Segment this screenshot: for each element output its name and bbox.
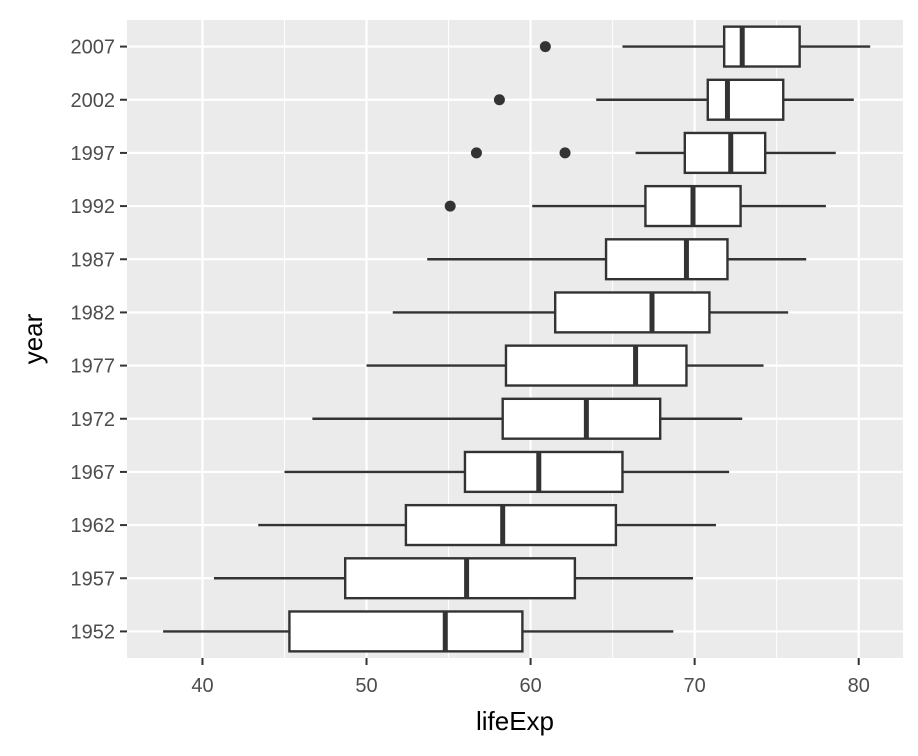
iqr-box: [463, 450, 624, 494]
y-tick-label: 1987: [71, 249, 116, 271]
y-tick-label: 1967: [71, 462, 116, 484]
x-axis-title: lifeExp: [476, 706, 554, 736]
iqr-box: [604, 238, 729, 281]
box-1997: [470, 131, 836, 175]
box-2002: [493, 78, 854, 121]
y-tick-label: 1957: [71, 568, 116, 590]
box-1982: [392, 291, 789, 334]
box-1962: [258, 503, 716, 547]
x-tick-label: 70: [684, 675, 706, 697]
iqr-box: [504, 344, 688, 387]
y-tick-label: 2007: [71, 37, 116, 59]
box-1987: [427, 238, 807, 281]
y-tick-label: 1997: [71, 143, 116, 165]
iqr-box: [288, 610, 524, 653]
iqr-box: [706, 78, 785, 121]
y-tick-label: 1952: [71, 621, 116, 643]
minor-gridlines: [283, 20, 778, 658]
iqr-box: [553, 291, 711, 334]
iqr-box: [683, 131, 767, 175]
y-tick-label: 1982: [71, 302, 116, 324]
y-axis: 1952 1957 1962 1967 1972 1977 1982 1987 1992 1997…: [71, 37, 127, 643]
x-axis: 40 50 60 70 80: [191, 658, 870, 697]
box-layer: [163, 25, 871, 653]
box-1952: [163, 610, 674, 653]
box-1977: [366, 344, 764, 387]
outlier-point: [470, 147, 482, 159]
iqr-box: [722, 25, 801, 68]
box-1957: [213, 557, 694, 600]
outlier-point: [539, 41, 551, 53]
box-1972: [312, 397, 743, 440]
x-tick-label: 60: [519, 675, 541, 697]
y-tick-label: 1977: [71, 356, 116, 378]
y-tick-label: 2002: [71, 90, 116, 112]
box-2007: [539, 25, 871, 68]
box-1967: [284, 450, 730, 494]
y-tick-label: 1992: [71, 196, 116, 218]
outlier-point: [444, 200, 456, 212]
iqr-box: [404, 503, 618, 547]
x-tick-label: 40: [191, 675, 213, 697]
x-tick-label: 80: [848, 675, 870, 697]
outlier-point: [559, 147, 571, 159]
iqr-box: [501, 397, 662, 440]
box-1992: [444, 184, 826, 228]
iqr-box: [343, 557, 577, 600]
plot-panel: [127, 20, 903, 658]
y-tick-label: 1972: [71, 409, 116, 431]
y-tick-label: 1962: [71, 515, 116, 537]
outlier-point: [493, 94, 505, 106]
x-tick-label: 50: [355, 675, 377, 697]
y-axis-title: year: [18, 313, 48, 364]
